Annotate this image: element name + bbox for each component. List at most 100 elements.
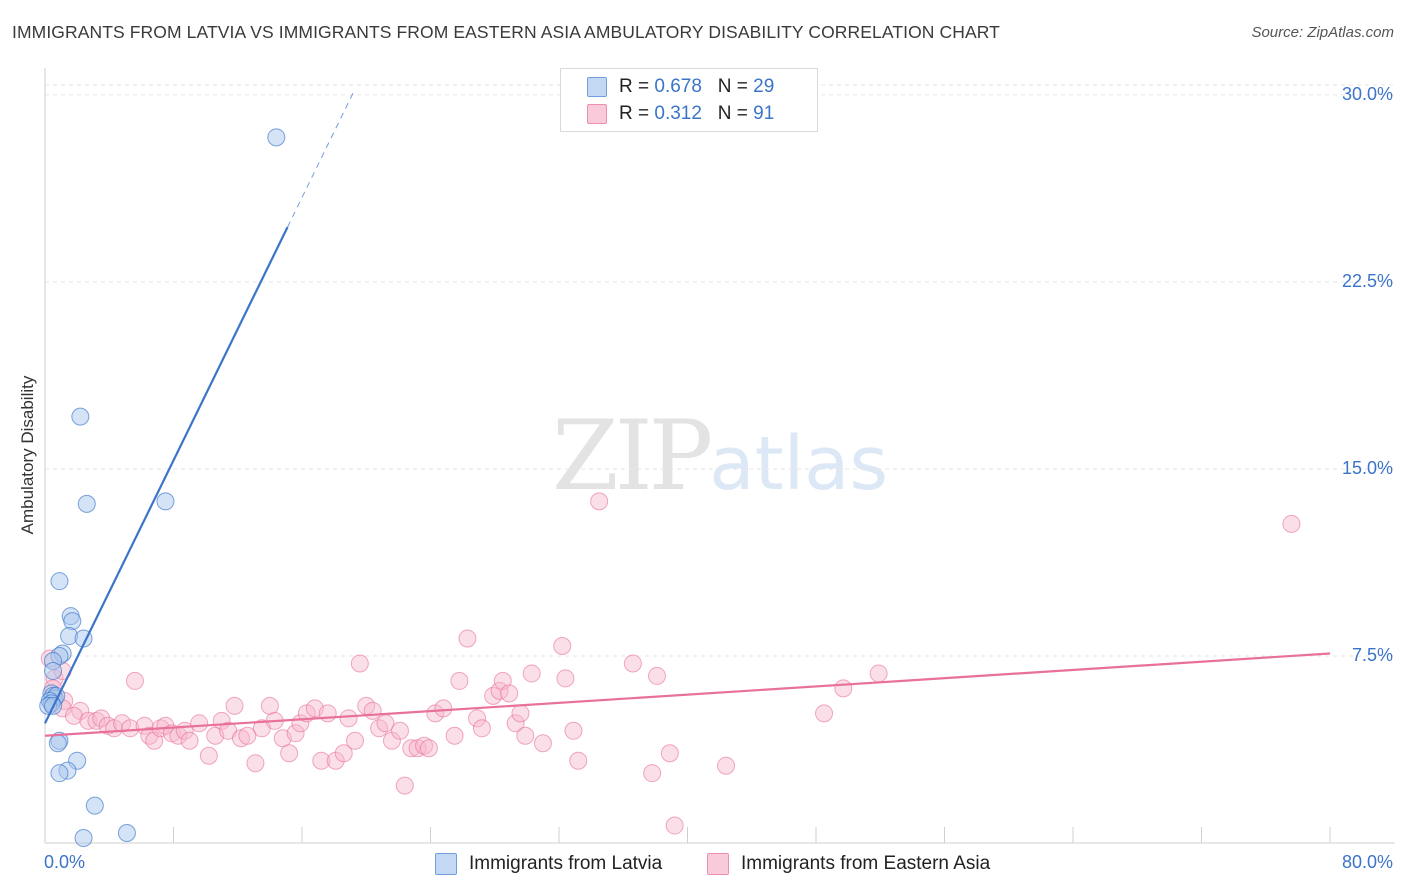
data-point-eastern-asia bbox=[390, 721, 409, 740]
data-point-latvia bbox=[74, 829, 93, 848]
data-point-eastern-asia bbox=[225, 696, 244, 715]
legend-item-eastern-asia[interactable]: Immigrants from Eastern Asia bbox=[707, 850, 990, 878]
data-point-eastern-asia bbox=[286, 724, 305, 743]
data-point-eastern-asia bbox=[280, 744, 299, 763]
chart-title: IMMIGRANTS FROM LATVIA VS IMMIGRANTS FRO… bbox=[12, 22, 1000, 42]
trend-line-latvia-extension bbox=[287, 92, 354, 228]
y-tick-label: 7.5% bbox=[1351, 644, 1393, 665]
n-value-latvia: 29 bbox=[753, 76, 775, 97]
data-point-eastern-asia bbox=[834, 679, 853, 698]
data-point-eastern-asia bbox=[472, 719, 491, 738]
data-point-eastern-asia bbox=[395, 776, 414, 795]
x-tick-label-max: 80.0% bbox=[1341, 852, 1393, 872]
n-label-eastern-asia: N = bbox=[717, 103, 748, 124]
stats-legend-row-eastern-asia: R = 0.312 N = 91 bbox=[587, 102, 774, 126]
data-point-eastern-asia bbox=[506, 714, 525, 733]
stats-legend: R = 0.678 N = 29 R = 0.312 N = 91 bbox=[560, 68, 818, 132]
data-point-eastern-asia bbox=[643, 764, 662, 783]
data-point-eastern-asia bbox=[458, 629, 477, 648]
data-point-eastern-asia bbox=[450, 671, 469, 690]
y-tick-label: 22.5% bbox=[1341, 270, 1393, 291]
data-point-eastern-asia bbox=[511, 704, 530, 723]
r-label-latvia: R = bbox=[619, 76, 650, 97]
grid-lines bbox=[45, 84, 1395, 657]
data-point-latvia bbox=[44, 661, 63, 680]
data-point-eastern-asia bbox=[318, 704, 337, 723]
legend-swatch-eastern-asia bbox=[587, 104, 607, 124]
trend-line-latvia bbox=[44, 226, 289, 724]
data-point-eastern-asia bbox=[350, 654, 369, 673]
data-point-eastern-asia bbox=[445, 726, 464, 745]
data-point-eastern-asia bbox=[334, 744, 353, 763]
data-point-eastern-asia bbox=[339, 709, 358, 728]
data-point-latvia bbox=[267, 128, 286, 147]
data-point-eastern-asia bbox=[92, 709, 111, 728]
data-point-eastern-asia bbox=[180, 731, 199, 750]
r-value-latvia: 0.678 bbox=[654, 76, 702, 97]
y-axis-label: Ambulatory Disability bbox=[18, 375, 37, 535]
data-point-latvia bbox=[63, 612, 82, 631]
data-point-eastern-asia bbox=[238, 726, 257, 745]
series-eastern-asia-points bbox=[40, 492, 1301, 835]
data-point-eastern-asia bbox=[64, 706, 83, 725]
legend-label-latvia: Immigrants from Latvia bbox=[469, 853, 663, 874]
data-point-eastern-asia bbox=[260, 696, 279, 715]
data-point-eastern-asia bbox=[660, 744, 679, 763]
data-point-eastern-asia bbox=[533, 734, 552, 753]
data-point-latvia bbox=[117, 824, 136, 843]
source-label: Source: ZipAtlas.com bbox=[1251, 24, 1394, 41]
data-point-eastern-asia bbox=[1282, 514, 1301, 533]
data-point-eastern-asia bbox=[346, 731, 365, 750]
legend-swatch-latvia-bottom bbox=[435, 853, 457, 875]
data-point-eastern-asia bbox=[647, 666, 666, 685]
data-point-eastern-asia bbox=[199, 746, 218, 765]
data-point-eastern-asia bbox=[553, 637, 572, 656]
data-point-eastern-asia bbox=[121, 719, 140, 738]
legend-item-latvia[interactable]: Immigrants from Latvia bbox=[435, 850, 662, 878]
y-tick-label: 15.0% bbox=[1341, 457, 1393, 478]
data-point-eastern-asia bbox=[415, 736, 434, 755]
data-point-eastern-asia bbox=[590, 492, 609, 511]
data-point-eastern-asia bbox=[522, 664, 541, 683]
data-point-latvia bbox=[85, 796, 104, 815]
series-latvia-points bbox=[39, 128, 286, 848]
data-point-eastern-asia bbox=[569, 751, 588, 770]
data-point-eastern-asia bbox=[815, 704, 834, 723]
data-point-eastern-asia bbox=[190, 714, 209, 733]
legend-swatch-latvia bbox=[587, 77, 607, 97]
trend-lines bbox=[44, 92, 1331, 737]
data-point-eastern-asia bbox=[434, 699, 453, 718]
data-point-eastern-asia bbox=[623, 654, 642, 673]
trend-line-eastern-asia bbox=[44, 652, 1331, 737]
data-point-eastern-asia bbox=[363, 701, 382, 720]
data-point-eastern-asia bbox=[246, 754, 265, 773]
watermark-atlas: atlas bbox=[709, 421, 889, 507]
legend-swatch-eastern-asia-bottom bbox=[707, 853, 729, 875]
data-point-eastern-asia bbox=[419, 739, 438, 758]
data-point-latvia bbox=[156, 492, 175, 511]
data-point-eastern-asia bbox=[717, 756, 736, 775]
data-point-eastern-asia bbox=[156, 716, 175, 735]
watermark: ZIPatlas bbox=[552, 400, 888, 512]
data-point-eastern-asia bbox=[125, 671, 144, 690]
data-point-latvia bbox=[77, 494, 96, 513]
data-point-eastern-asia bbox=[87, 711, 106, 730]
r-value-eastern-asia: 0.312 bbox=[654, 103, 702, 124]
data-point-eastern-asia bbox=[869, 664, 888, 683]
data-point-eastern-asia bbox=[665, 816, 684, 835]
legend-label-eastern-asia: Immigrants from Eastern Asia bbox=[741, 853, 991, 874]
data-point-latvia bbox=[71, 407, 90, 426]
x-tick-label-min: 0.0% bbox=[44, 852, 86, 872]
data-point-latvia bbox=[50, 764, 69, 783]
data-point-latvia bbox=[48, 734, 67, 753]
stats-legend-row-latvia: R = 0.678 N = 29 bbox=[587, 75, 775, 99]
data-point-eastern-asia bbox=[312, 751, 331, 770]
r-label-eastern-asia: R = bbox=[619, 103, 650, 124]
n-label-latvia: N = bbox=[717, 76, 748, 97]
data-point-eastern-asia bbox=[516, 726, 535, 745]
data-point-eastern-asia bbox=[564, 721, 583, 740]
y-tick-label: 30.0% bbox=[1341, 83, 1393, 104]
data-point-latvia bbox=[50, 572, 69, 591]
axes bbox=[44, 68, 1395, 844]
